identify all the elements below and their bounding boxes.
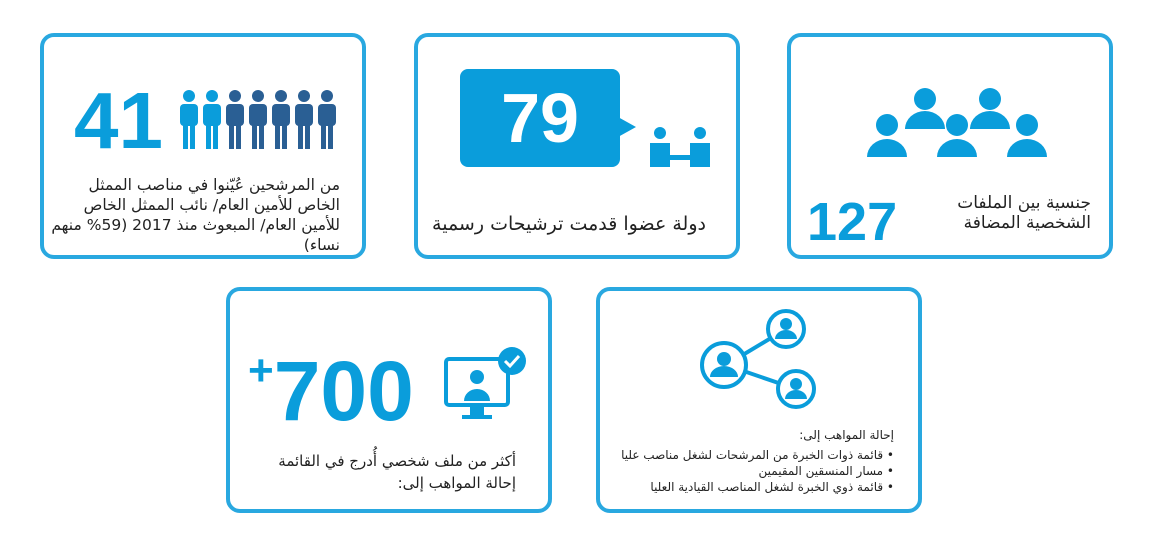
stat-line-2: إحالة المواهب إلى: <box>397 474 516 492</box>
stat-description: دولة عضوا قدمت ترشيحات رسمية <box>432 213 706 235</box>
card-profiles: +700 أكثر من ملف شخصي أُدرج في القائمة إ… <box>226 287 552 513</box>
person-icon <box>295 90 313 149</box>
card-referral: إحالة المواهب إلى: • قائمة ذوات الخبرة م… <box>596 287 922 513</box>
speech-bubble-icon <box>460 69 636 167</box>
stat-number: 41 <box>74 76 163 165</box>
card-nationalities: 127 جنسية بين الملفات الشخصية المضافة <box>787 33 1113 259</box>
referral-bullet: • مسار المنسقين المقيمين <box>758 464 895 478</box>
person-icon <box>249 90 267 149</box>
meeting-people-icon <box>650 127 710 167</box>
stat-number: +700 <box>248 344 414 438</box>
person-icon <box>203 90 221 149</box>
person-icon <box>272 90 290 149</box>
person-icon <box>226 90 244 149</box>
group-icon <box>867 88 1047 157</box>
stat-number: 79 <box>501 79 579 157</box>
card-envoys: 41 من المرشحين عُيّنوا في مناصب الممثل ا… <box>40 33 366 259</box>
referral-heading: إحالة المواهب إلى: <box>799 428 894 442</box>
stat-description: من المرشحين عُيّنوا في مناصب الممثل الخا… <box>51 176 340 254</box>
person-icon <box>180 90 198 149</box>
referral-bullet: • قائمة ذوات الخبرة من المرشحات لشغل منا… <box>621 448 894 462</box>
monitor-check-icon <box>444 347 526 419</box>
card-member-states: 79 دولة عضوا قدمت ترشيحات رسمية <box>414 33 740 259</box>
person-icon <box>318 90 336 149</box>
referral-bullet: • قائمة ذوي الخبرة لشغل المناصب القيادية… <box>650 480 894 494</box>
network-people-icon <box>700 309 816 409</box>
stat-number: 127 <box>807 192 898 252</box>
stat-description: جنسية بين الملفات الشخصية المضافة <box>957 193 1091 233</box>
people-row-icon <box>180 90 336 149</box>
stat-line-1: أكثر من ملف شخصي أُدرج في القائمة <box>278 452 516 470</box>
